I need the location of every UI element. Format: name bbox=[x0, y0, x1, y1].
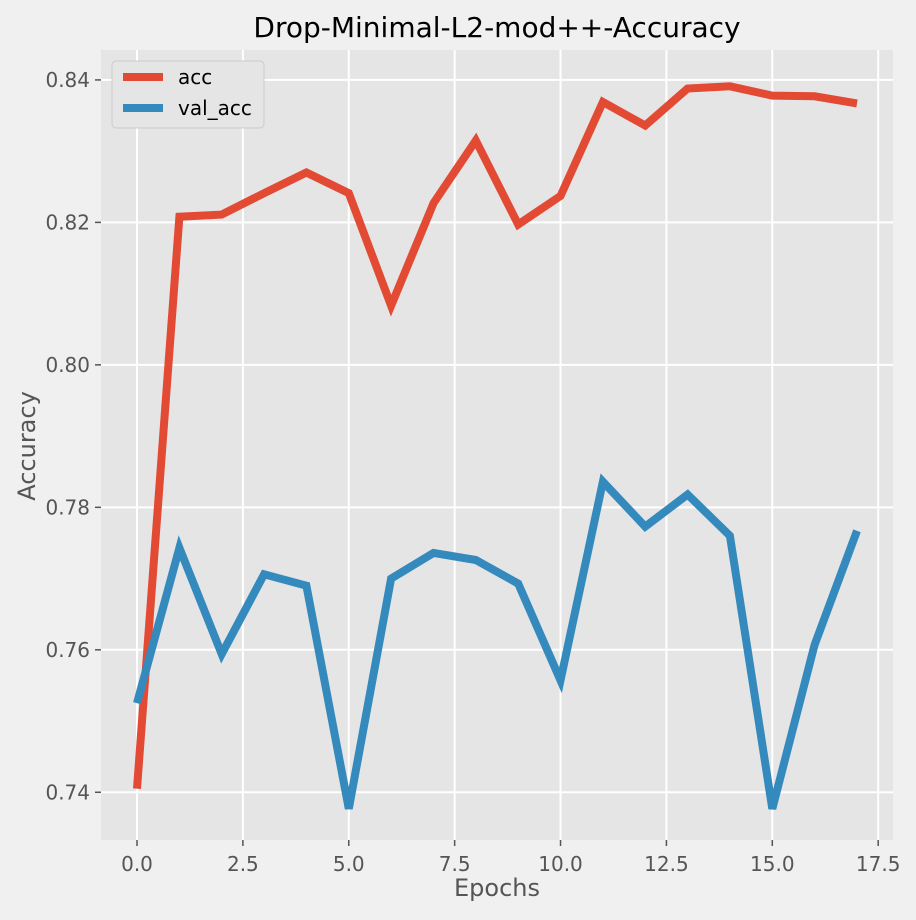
axis-ticks: 0.0 2.5 5.0 7.5 10.0 12.5 15.0 17.5 0.74 0.76 0.78… bbox=[45, 68, 900, 876]
y-tick-label: 0.80 bbox=[45, 353, 90, 377]
x-tick-label: 15.0 bbox=[750, 852, 795, 876]
y-tick-label: 0.74 bbox=[45, 780, 90, 804]
series-line-acc bbox=[133, 82, 858, 789]
x-tick-label: 2.5 bbox=[227, 852, 259, 876]
x-tick-label: 10.0 bbox=[538, 852, 583, 876]
plot-area bbox=[101, 50, 893, 840]
y-tick-label: 0.78 bbox=[45, 495, 90, 519]
chart-title: Drop-Minimal-L2-mod++-Accuracy bbox=[253, 11, 740, 44]
series-line-val-acc bbox=[133, 473, 861, 810]
y-tick-label: 0.76 bbox=[45, 638, 90, 662]
y-tick-label: 0.82 bbox=[45, 210, 90, 234]
chart-legend: acc val_acc bbox=[111, 60, 265, 129]
x-tick-label: 12.5 bbox=[644, 852, 689, 876]
x-tick-label: 0.0 bbox=[121, 852, 153, 876]
x-axis-label: Epochs bbox=[454, 874, 540, 902]
x-tick-label: 5.0 bbox=[333, 852, 365, 876]
legend-label-val-acc: val_acc bbox=[178, 96, 252, 120]
legend-label-acc: acc bbox=[178, 65, 212, 89]
x-tick-label: 7.5 bbox=[439, 852, 471, 876]
series-lines bbox=[133, 82, 861, 810]
grid-lines bbox=[101, 50, 893, 840]
x-tick-label: 17.5 bbox=[856, 852, 901, 876]
y-axis-label: Accuracy bbox=[13, 391, 41, 501]
y-tick-label: 0.84 bbox=[45, 68, 90, 92]
